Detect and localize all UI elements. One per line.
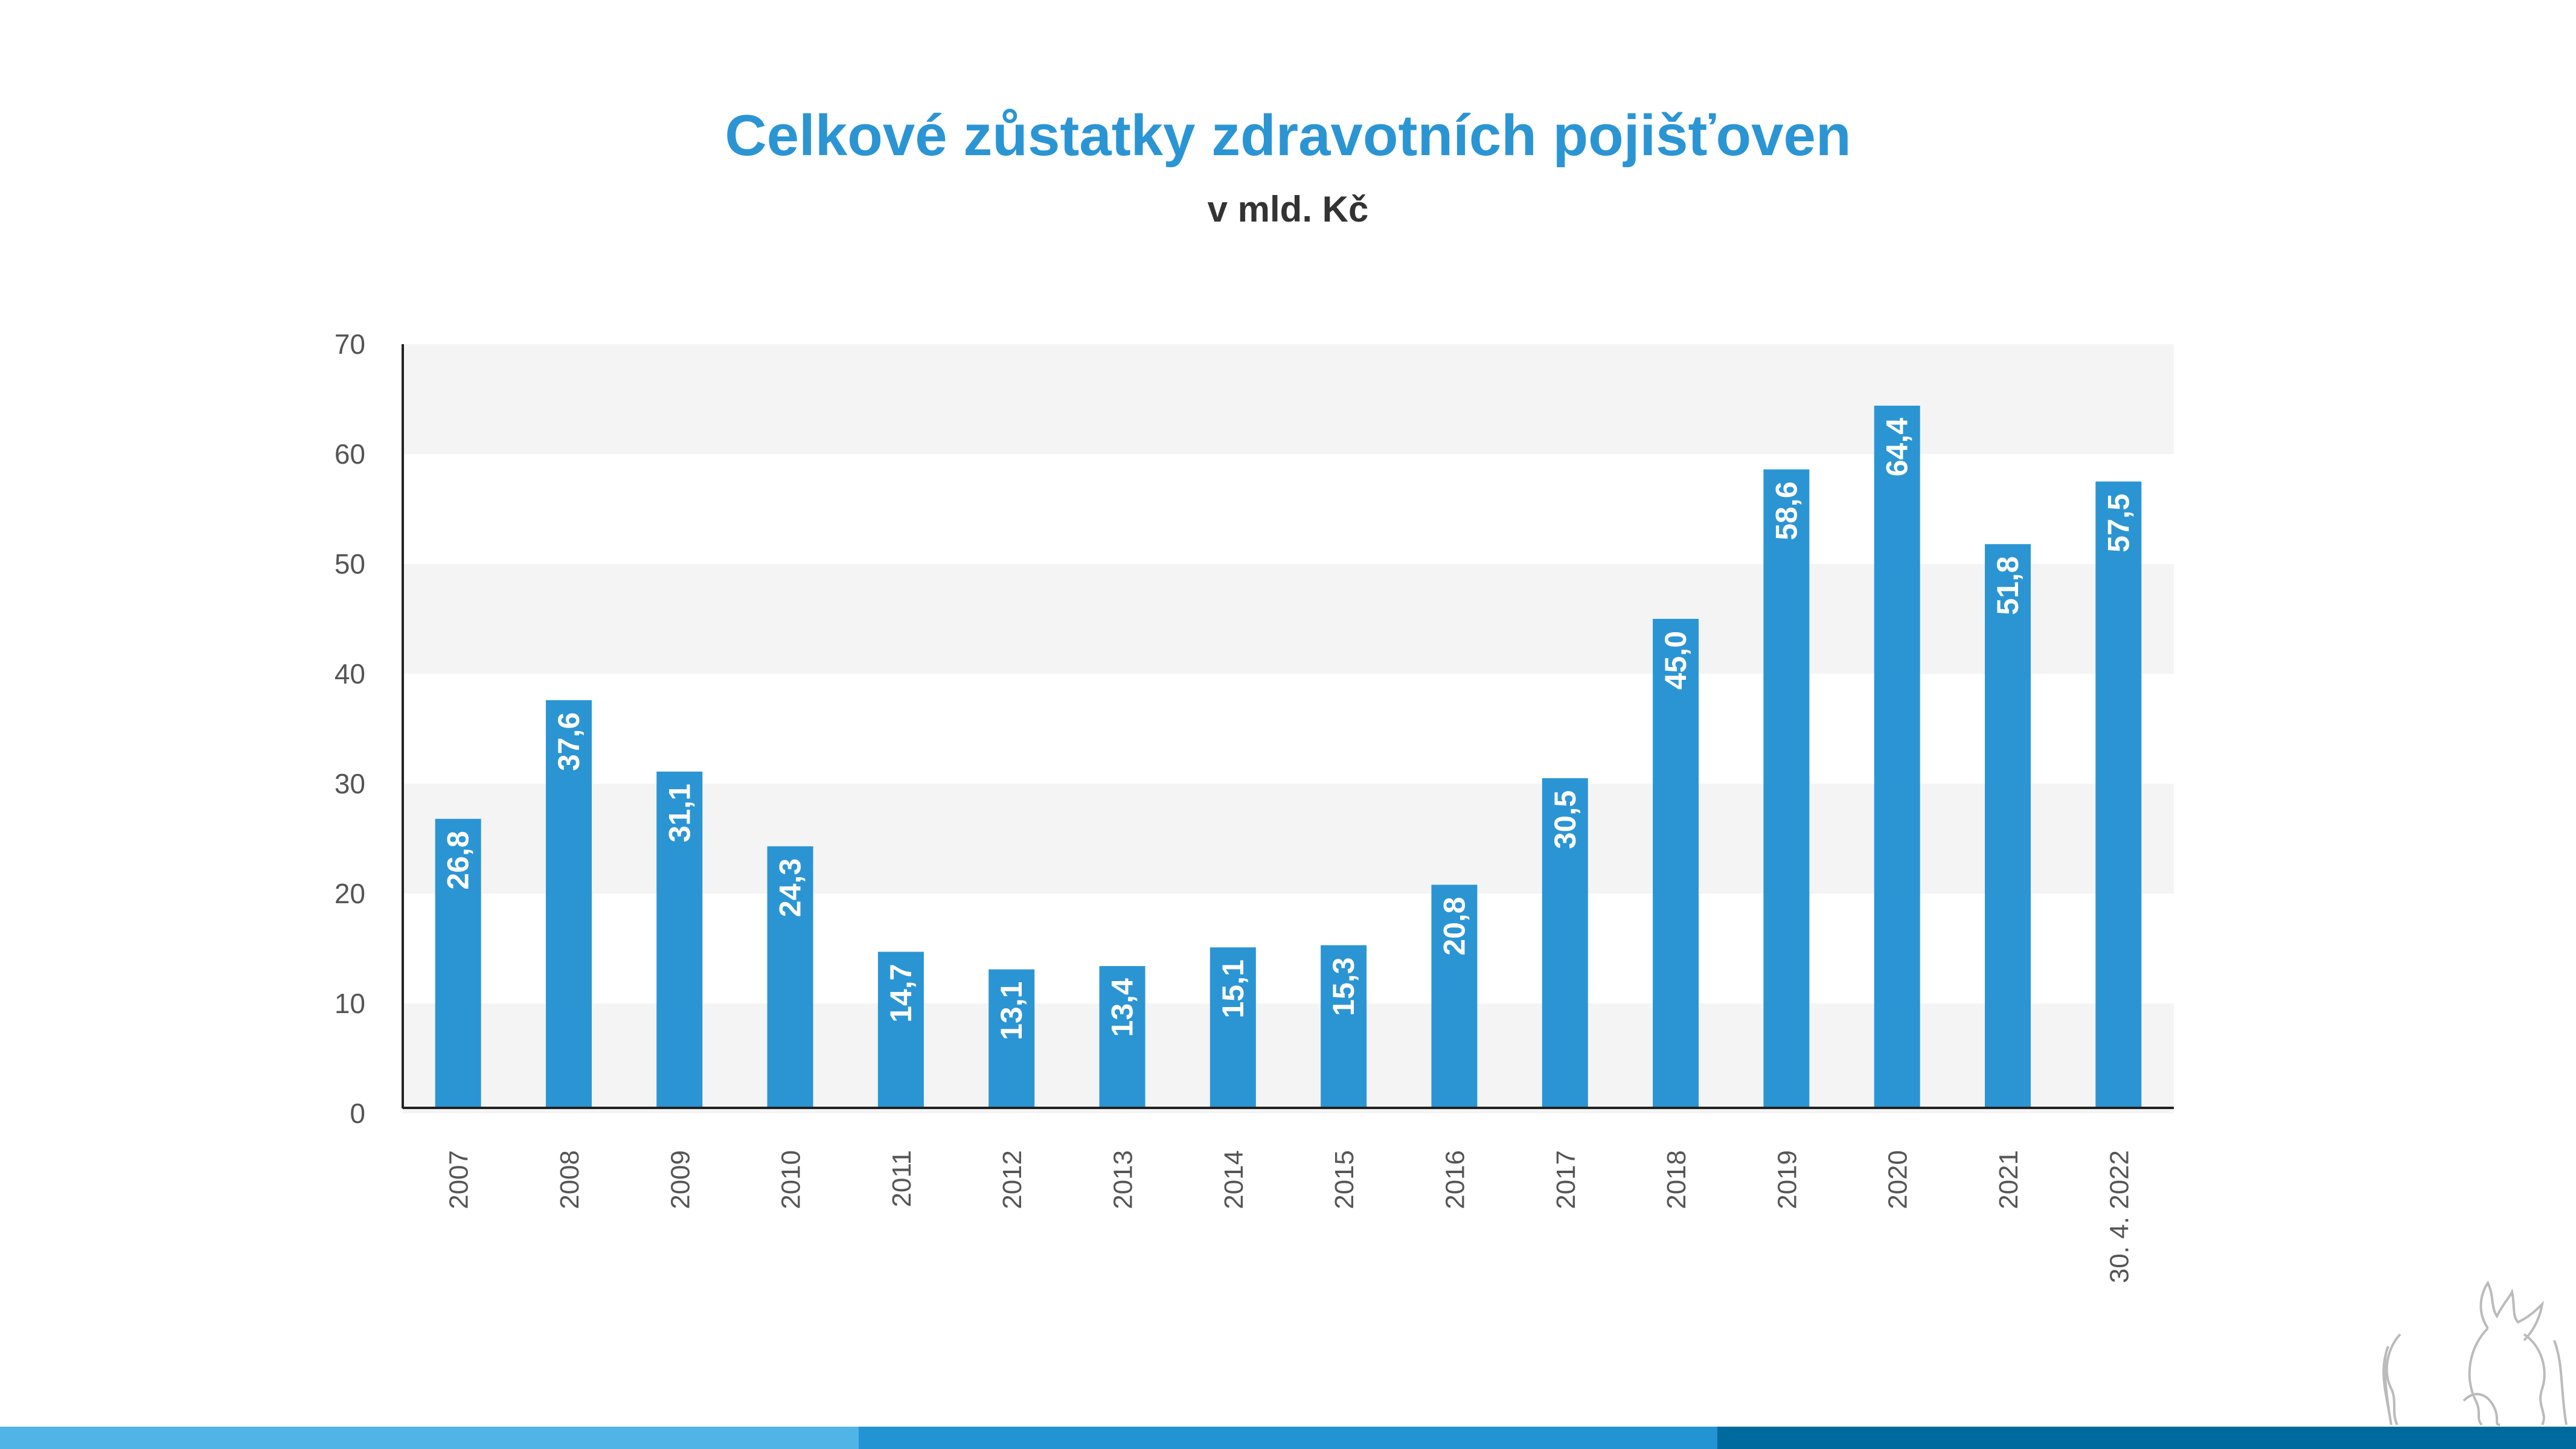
data-label: 15,3	[1327, 958, 1360, 1016]
x-tick-label: 2014	[1219, 1150, 1249, 1209]
data-label: 14,7	[884, 964, 918, 1022]
x-tick-label: 2008	[555, 1150, 585, 1209]
bar-2008	[545, 700, 592, 1108]
x-tick-label: 30. 4. 2022	[2104, 1150, 2134, 1283]
y-tick-label: 0	[350, 1098, 365, 1129]
data-label: 13,1	[995, 982, 1028, 1040]
x-tick-label: 2007	[444, 1150, 474, 1209]
bar-2009	[656, 771, 703, 1108]
bar-2011	[877, 952, 924, 1108]
data-label: 58,6	[1769, 481, 1803, 540]
data-label: 15,1	[1216, 959, 1250, 1018]
y-tick-label: 40	[335, 658, 365, 689]
x-tick-label: 2020	[1883, 1150, 1913, 1209]
footer-bar-dark	[1717, 1427, 2576, 1449]
y-tick-label: 30	[335, 768, 365, 799]
bar-2016	[1431, 884, 1478, 1108]
data-label: 13,4	[1106, 978, 1139, 1037]
x-tick-label: 2009	[665, 1150, 695, 1209]
y-tick-label: 20	[335, 878, 365, 909]
bar-2015	[1321, 945, 1367, 1108]
bar-2010	[767, 846, 813, 1108]
x-tick-label: 2017	[1551, 1150, 1581, 1209]
y-tick-label: 70	[335, 328, 365, 360]
czech-coat-of-arms-lion-icon	[2382, 1281, 2568, 1426]
bar-2020	[1874, 405, 1920, 1109]
data-label: 45,0	[1659, 631, 1693, 689]
x-tick-label: 2018	[1662, 1150, 1691, 1209]
data-label: 57,5	[2101, 494, 2135, 552]
chart-title: Celkové zůstatky zdravotních pojišťoven	[725, 103, 1851, 168]
bar-30-4-2022	[2095, 481, 2142, 1108]
chart-subtitle: v mld. Kč	[1207, 189, 1369, 229]
x-tick-label: 2016	[1440, 1150, 1470, 1209]
data-label: 20,8	[1437, 897, 1471, 955]
data-label: 31,1	[662, 784, 696, 842]
x-tick-label: 2021	[1994, 1150, 2023, 1209]
y-tick-label: 50	[335, 548, 365, 580]
bar-2012	[988, 969, 1035, 1108]
bar-2014	[1210, 947, 1256, 1108]
data-label: 37,6	[552, 712, 586, 771]
bar-2021	[1985, 544, 2031, 1108]
bar-2018	[1653, 619, 1699, 1108]
bar-2017	[1542, 778, 1588, 1108]
footer-bar-medium	[859, 1427, 1717, 1449]
x-tick-label: 2019	[1772, 1150, 1802, 1209]
data-label: 64,4	[1880, 418, 1914, 477]
y-tick-label: 60	[335, 438, 365, 470]
data-label: 24,3	[774, 859, 807, 917]
footer-bar-light	[0, 1427, 859, 1449]
bar-2019	[1763, 469, 1810, 1108]
x-tick-label: 2015	[1330, 1150, 1359, 1209]
bar-2013	[1099, 966, 1145, 1108]
x-tick-label: 2013	[1109, 1150, 1138, 1209]
x-tick-label: 2010	[777, 1150, 806, 1209]
bar-2007	[435, 819, 481, 1108]
data-label: 30,5	[1548, 790, 1582, 849]
data-label: 51,8	[1991, 556, 2025, 615]
x-tick-label: 2012	[998, 1150, 1027, 1209]
y-tick-label: 10	[335, 988, 365, 1019]
x-tick-label: 2011	[887, 1150, 917, 1208]
data-label: 26,8	[441, 831, 475, 889]
